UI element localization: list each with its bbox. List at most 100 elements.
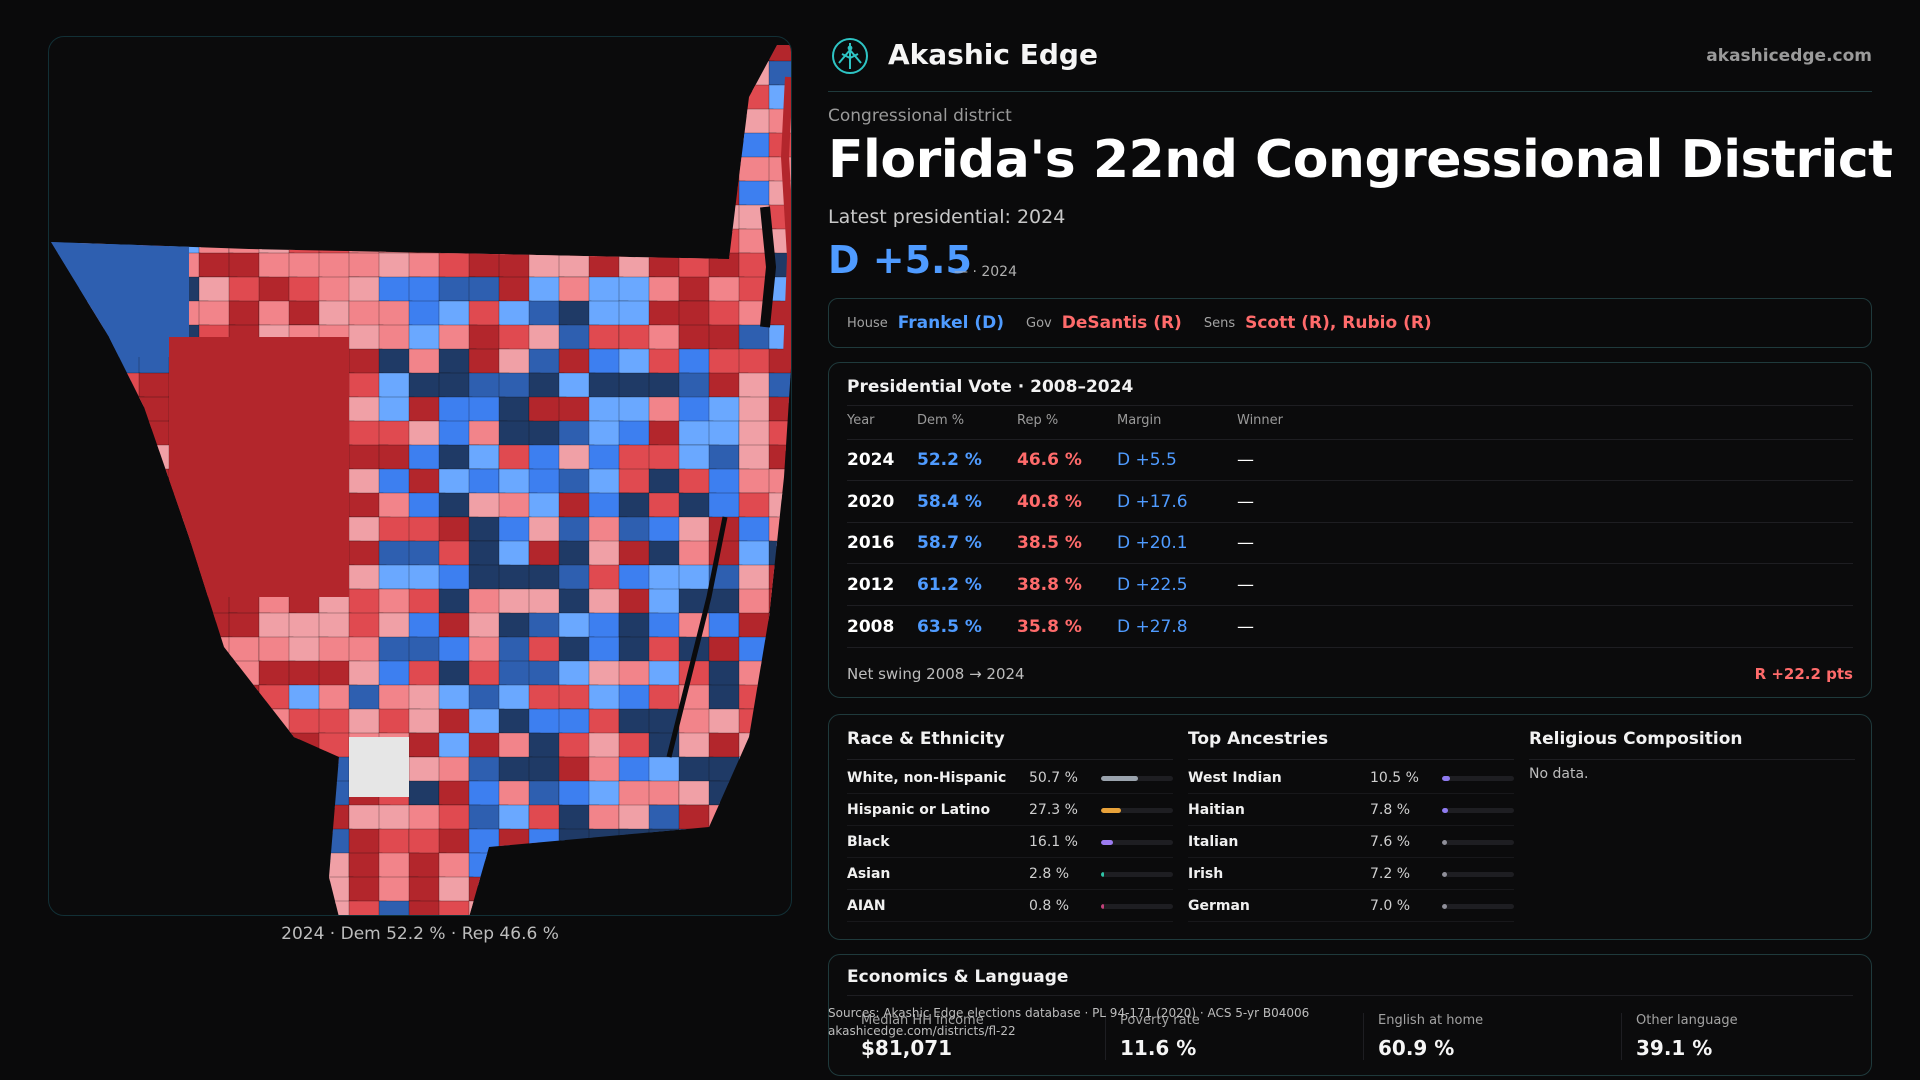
precinct[interactable] — [108, 492, 146, 524]
precinct[interactable] — [768, 732, 792, 758]
precinct[interactable] — [498, 180, 532, 214]
precinct[interactable] — [138, 660, 172, 691]
precinct[interactable] — [258, 132, 298, 159]
precinct[interactable] — [198, 852, 233, 878]
precinct[interactable] — [49, 516, 85, 543]
precinct[interactable] — [498, 852, 539, 878]
precinct[interactable] — [49, 156, 84, 188]
precinct[interactable] — [618, 540, 652, 566]
precinct[interactable] — [768, 756, 792, 782]
precinct[interactable] — [138, 756, 178, 790]
precinct[interactable] — [228, 60, 271, 86]
precinct[interactable] — [49, 564, 89, 597]
precinct[interactable] — [528, 732, 563, 761]
precinct[interactable] — [49, 660, 85, 693]
precinct[interactable] — [228, 37, 264, 66]
precinct[interactable] — [138, 828, 171, 857]
precinct[interactable] — [468, 252, 501, 278]
precinct[interactable] — [49, 684, 91, 712]
precinct[interactable] — [288, 37, 329, 71]
precinct[interactable] — [468, 60, 509, 91]
precinct[interactable] — [138, 516, 181, 547]
precinct[interactable] — [168, 756, 210, 791]
precinct[interactable] — [49, 588, 83, 617]
precinct[interactable] — [288, 780, 329, 814]
precinct[interactable] — [708, 60, 745, 90]
brand-name[interactable]: Akashic Edge — [888, 38, 1098, 71]
precinct[interactable] — [78, 348, 118, 377]
precinct[interactable] — [408, 60, 441, 90]
precinct[interactable] — [198, 108, 238, 137]
precinct[interactable] — [288, 876, 326, 907]
precinct[interactable] — [648, 60, 684, 95]
precinct[interactable] — [78, 732, 112, 766]
precinct[interactable] — [708, 588, 740, 616]
precinct[interactable] — [78, 420, 110, 453]
precinct[interactable] — [408, 300, 442, 329]
precinct[interactable] — [468, 132, 505, 162]
precinct[interactable] — [768, 684, 792, 718]
precinct[interactable] — [678, 108, 711, 141]
precinct[interactable] — [78, 852, 115, 884]
precinct[interactable] — [78, 876, 117, 902]
precinct[interactable] — [138, 37, 181, 70]
precinct[interactable] — [108, 804, 142, 838]
precinct[interactable] — [258, 852, 298, 886]
precinct[interactable] — [378, 444, 412, 474]
sources-url-link[interactable]: akashicedge.com/districts/fl-22 — [828, 1024, 1016, 1038]
precinct[interactable] — [558, 852, 597, 883]
precinct[interactable] — [648, 444, 681, 474]
precinct[interactable] — [288, 84, 328, 119]
precinct[interactable] — [49, 492, 82, 519]
precinct[interactable] — [138, 108, 175, 141]
precinct[interactable] — [528, 180, 568, 211]
precinct[interactable] — [348, 84, 384, 114]
precinct[interactable] — [78, 756, 110, 790]
precinct[interactable] — [708, 756, 750, 784]
precinct[interactable] — [588, 156, 627, 190]
precinct[interactable] — [708, 804, 750, 833]
precinct[interactable] — [618, 660, 653, 690]
precinct[interactable] — [108, 708, 142, 742]
precinct[interactable] — [588, 108, 626, 136]
precinct[interactable] — [528, 852, 567, 881]
precinct[interactable] — [258, 204, 297, 236]
precinct[interactable] — [108, 684, 141, 712]
precinct[interactable] — [49, 276, 80, 303]
precinct[interactable] — [528, 108, 563, 142]
precinct[interactable] — [168, 780, 203, 809]
precinct[interactable] — [768, 708, 792, 743]
precinct[interactable] — [378, 180, 417, 212]
precinct[interactable] — [588, 804, 620, 833]
precinct[interactable] — [198, 204, 234, 232]
precinct[interactable] — [198, 780, 232, 814]
precinct[interactable] — [228, 804, 267, 834]
precinct[interactable] — [288, 828, 331, 860]
precinct[interactable] — [528, 204, 566, 231]
precinct[interactable] — [168, 708, 208, 740]
precinct[interactable] — [108, 660, 143, 692]
precinct[interactable] — [618, 204, 661, 235]
precinct[interactable] — [49, 828, 85, 862]
precinct[interactable] — [198, 660, 234, 691]
precinct[interactable] — [648, 37, 689, 71]
precinct[interactable] — [528, 564, 563, 594]
table-row[interactable]: 2024 52.2 % 46.6 % D +5.5 — — [847, 440, 1853, 480]
precinct[interactable] — [108, 396, 145, 431]
precinct[interactable] — [108, 60, 142, 87]
precinct[interactable] — [318, 204, 352, 231]
precinct[interactable] — [288, 132, 330, 159]
precinct[interactable] — [288, 204, 329, 233]
precinct[interactable] — [168, 108, 204, 143]
precinct[interactable] — [138, 876, 179, 909]
precinct[interactable] — [408, 108, 451, 138]
precinct[interactable] — [198, 636, 233, 666]
precinct[interactable] — [738, 804, 778, 839]
precinct[interactable] — [198, 37, 239, 69]
precinct[interactable] — [618, 37, 658, 64]
precinct[interactable] — [378, 156, 415, 191]
precinct[interactable] — [108, 876, 142, 909]
precinct[interactable] — [708, 876, 750, 907]
precinct[interactable] — [258, 60, 291, 94]
precinct[interactable] — [588, 132, 624, 159]
